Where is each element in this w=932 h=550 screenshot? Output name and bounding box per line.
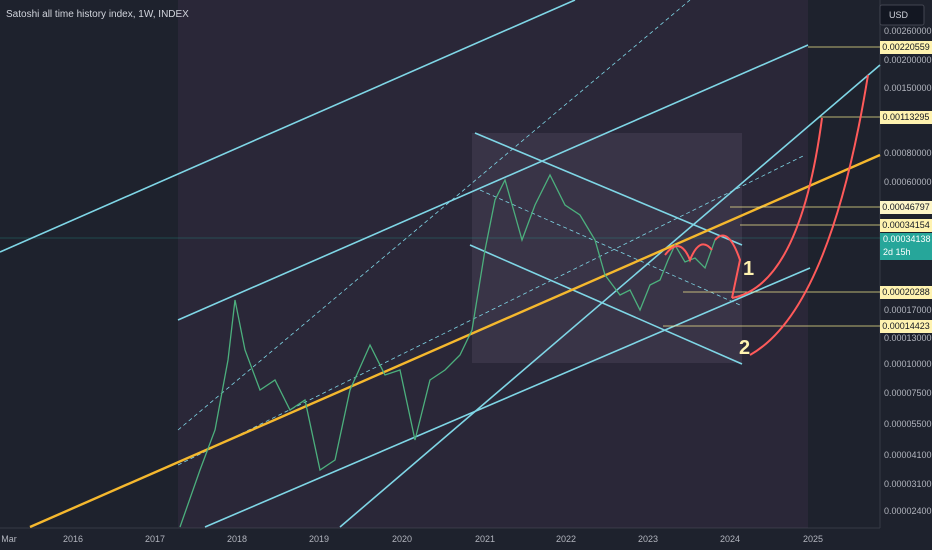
time-label: 2019 (308, 534, 330, 544)
time-label: 2017 (144, 534, 166, 544)
price-label: 0.00017000 (884, 305, 932, 315)
time-label: 2016 (62, 534, 84, 544)
price-label: 0.00010000 (884, 359, 932, 369)
time-label: 2021 (474, 534, 496, 544)
bar-countdown: 2d 15h (883, 247, 911, 257)
time-label: 2018 (226, 534, 248, 544)
time-label: 2024 (719, 534, 741, 544)
price-label: 0.00003100 (884, 479, 932, 489)
level-label: 0.00014423 (880, 320, 932, 333)
price-label: 0.00200000 (884, 55, 932, 65)
price-axis-bg (880, 0, 932, 550)
time-label: 2025 (802, 534, 824, 544)
dashed-lines (177, 0, 806, 466)
price-label: 0.00260000 (884, 26, 932, 36)
projection-curves (664, 74, 869, 356)
level-label: 0.00046797 (880, 201, 932, 214)
last-price: 0.00034138 (883, 234, 931, 244)
chart-title: Satoshi all time history index, 1W, INDE… (6, 9, 189, 20)
level-label: 0.00113295 (880, 111, 932, 124)
trend-lines (0, 0, 881, 528)
time-label: 2023 (637, 534, 659, 544)
last-price-box (880, 233, 932, 260)
price-label: 0.00080000 (884, 148, 932, 158)
level-label: 0.00034154 (880, 219, 932, 232)
level-lines (663, 46, 880, 327)
price-label: 0.00007500 (884, 388, 932, 398)
price-label: 0.00005500 (884, 419, 932, 429)
time-label: Mar (1, 534, 17, 544)
shaded-zone (472, 133, 742, 363)
regression-line (29, 153, 881, 529)
currency[interactable]: USD (889, 10, 909, 20)
shaded-zone (178, 0, 808, 528)
annotation: 2 (739, 337, 751, 359)
price-label: 0.00150000 (884, 83, 932, 93)
annotation: 1 (743, 258, 755, 280)
time-label: 2020 (391, 534, 413, 544)
price-label: 0.00013000 (884, 333, 932, 343)
price-label: 0.00004100 (884, 450, 932, 460)
price-label: 0.00060000 (884, 177, 932, 187)
level-label: 0.00220559 (880, 41, 932, 54)
price-path (179, 173, 716, 528)
time-label: 2022 (555, 534, 577, 544)
level-label: 0.00020288 (880, 286, 932, 299)
currency-box[interactable] (879, 4, 925, 26)
price-label: 0.00002400 (884, 506, 932, 516)
